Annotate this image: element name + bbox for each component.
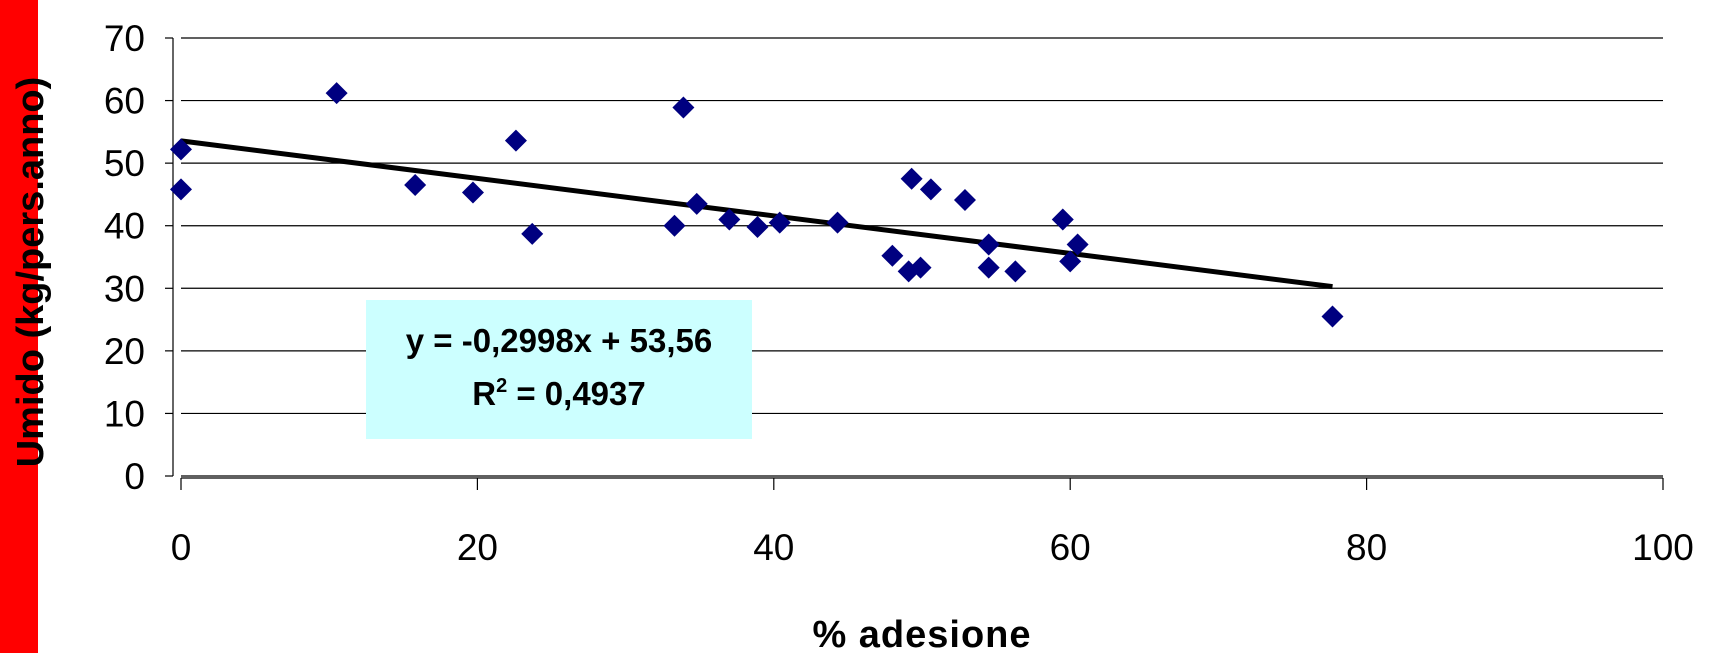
- r-squared-prefix: R: [472, 375, 496, 412]
- y-tick-label-70: 70: [104, 18, 145, 59]
- data-point-25: [1059, 250, 1082, 273]
- x-tick-label-60: 60: [1050, 527, 1091, 568]
- data-point-8: [663, 214, 686, 237]
- axes: [165, 37, 1664, 490]
- data-point-21: [977, 233, 1000, 256]
- x-axis-title: % adesione: [812, 614, 1031, 653]
- x-tick-label-40: 40: [753, 527, 794, 568]
- y-tick-label-20: 20: [104, 331, 145, 372]
- x-tick-label-80: 80: [1346, 527, 1387, 568]
- trendline-equation: y = -0,2998x + 53,56: [406, 322, 712, 359]
- data-points: [170, 82, 1344, 328]
- y-tick-label-60: 60: [104, 81, 145, 122]
- x-tick-label-100: 100: [1632, 527, 1694, 568]
- data-point-26: [1066, 233, 1089, 256]
- y-tick-label-40: 40: [104, 206, 145, 247]
- side-red-bar: [0, 0, 38, 653]
- data-point-24: [1051, 208, 1074, 231]
- y-tick-label-10: 10: [104, 393, 145, 434]
- data-point-1: [170, 138, 192, 161]
- data-point-22: [977, 256, 1000, 279]
- data-point-14: [826, 211, 849, 234]
- data-point-19: [919, 178, 942, 201]
- data-point-17: [900, 167, 923, 190]
- y-tick-label-0: 0: [124, 456, 145, 497]
- data-point-27: [1321, 305, 1344, 328]
- data-point-11: [718, 208, 741, 231]
- data-point-10: [685, 192, 708, 215]
- data-point-18: [909, 256, 932, 279]
- data-point-9: [672, 96, 695, 119]
- data-point-3: [325, 82, 348, 105]
- data-point-20: [953, 189, 976, 212]
- x-tick-label-20: 20: [457, 527, 498, 568]
- data-point-15: [881, 244, 904, 267]
- data-point-6: [504, 129, 527, 152]
- equation-box: y = -0,2998x + 53,56 R2 = 0,4937: [366, 300, 752, 439]
- y-tick-label-50: 50: [104, 143, 145, 184]
- data-point-23: [1004, 260, 1027, 283]
- data-point-13: [768, 211, 791, 234]
- equation-box-bg: [366, 300, 752, 439]
- x-tick-labels: 0 20 40 60 80 100: [171, 527, 1694, 568]
- r-squared-superscript: 2: [496, 375, 507, 397]
- trendline: [180, 138, 1333, 290]
- x-tick-label-0: 0: [171, 527, 192, 568]
- r-squared-label: R2 = 0,4937: [472, 375, 646, 412]
- data-point-2: [170, 178, 192, 201]
- data-point-7: [521, 222, 544, 245]
- data-point-12: [746, 215, 769, 238]
- data-point-5: [461, 181, 484, 204]
- r-squared-value: = 0,4937: [507, 375, 646, 412]
- data-point-4: [404, 174, 427, 197]
- y-tick-label-30: 30: [104, 268, 145, 309]
- y-axis-title: Umido (kg/pers.anno): [10, 77, 52, 468]
- y-tick-labels: 0 10 20 30 40 50 60 70: [104, 18, 145, 497]
